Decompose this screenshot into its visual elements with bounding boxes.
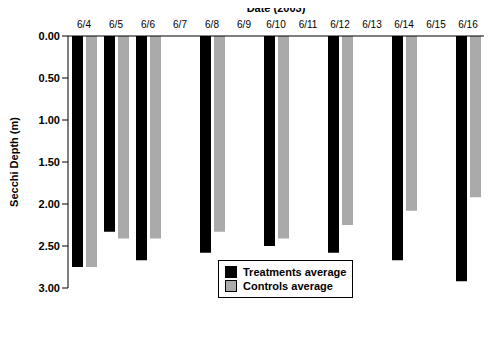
svg-text:6/14: 6/14 <box>394 19 414 30</box>
svg-text:6/13: 6/13 <box>362 19 382 30</box>
svg-text:6/8: 6/8 <box>205 19 219 30</box>
svg-text:6/9: 6/9 <box>237 19 251 30</box>
svg-text:6/12: 6/12 <box>330 19 350 30</box>
svg-text:Secchi Depth (m): Secchi Depth (m) <box>8 117 20 207</box>
svg-text:6/11: 6/11 <box>299 19 318 30</box>
svg-text:0.50: 0.50 <box>39 72 60 84</box>
svg-text:6/16: 6/16 <box>458 19 478 30</box>
svg-text:3.00: 3.00 <box>39 282 60 294</box>
svg-text:1.00: 1.00 <box>39 114 60 126</box>
html-text:Treatments average: Treatments average <box>243 266 347 278</box>
svg-text:0.00: 0.00 <box>39 30 60 42</box>
svg-text:1.50: 1.50 <box>39 156 60 168</box>
svg-text:2.50: 2.50 <box>39 240 60 252</box>
html-text:Controls average: Controls average <box>243 280 333 292</box>
svg-text:6/15: 6/15 <box>426 19 446 30</box>
svg-text:6/10: 6/10 <box>266 19 286 30</box>
html-text:Date (2003): Date (2003) <box>246 2 306 14</box>
svg-text:6/4: 6/4 <box>77 19 91 30</box>
svg-text:6/6: 6/6 <box>141 19 155 30</box>
svg-text:6/5: 6/5 <box>109 19 123 30</box>
svg-text:2.00: 2.00 <box>39 198 60 210</box>
svg-text:6/7: 6/7 <box>173 19 187 30</box>
